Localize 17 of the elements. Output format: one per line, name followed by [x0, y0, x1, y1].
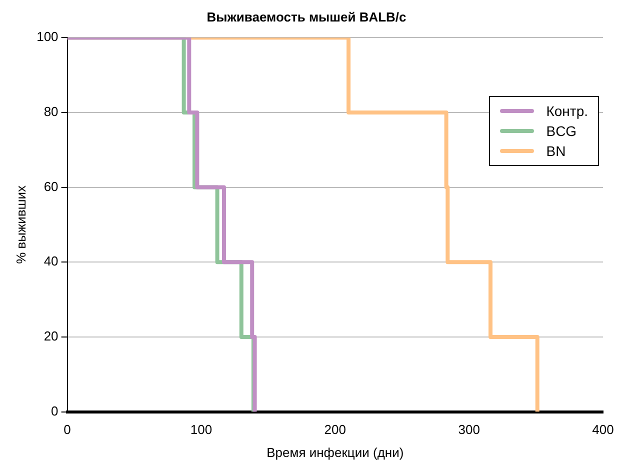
y-tick-label: 40 [44, 254, 58, 269]
legend-label: BCG [546, 122, 577, 141]
y-tick-label: 0 [51, 403, 58, 418]
y-tick-label: 100 [36, 29, 58, 44]
x-axis-title: Время инфекции (дни) [266, 444, 404, 460]
x-tick-label: 0 [64, 422, 71, 438]
y-axis-title: % выживших [13, 184, 28, 264]
x-tick-label: 100 [190, 422, 212, 438]
chart-title: Выживаемость мышей BALB/c [206, 9, 406, 24]
y-tick-label: 60 [44, 178, 58, 194]
y-tick-label: 20 [44, 328, 58, 344]
x-tick-label: 400 [592, 422, 614, 438]
legend-label: BN [546, 142, 566, 161]
legend-label: Контр. [546, 102, 588, 121]
x-tick-label: 200 [324, 422, 346, 438]
x-tick-label: 300 [458, 422, 480, 438]
y-tick-label: 80 [44, 104, 58, 120]
